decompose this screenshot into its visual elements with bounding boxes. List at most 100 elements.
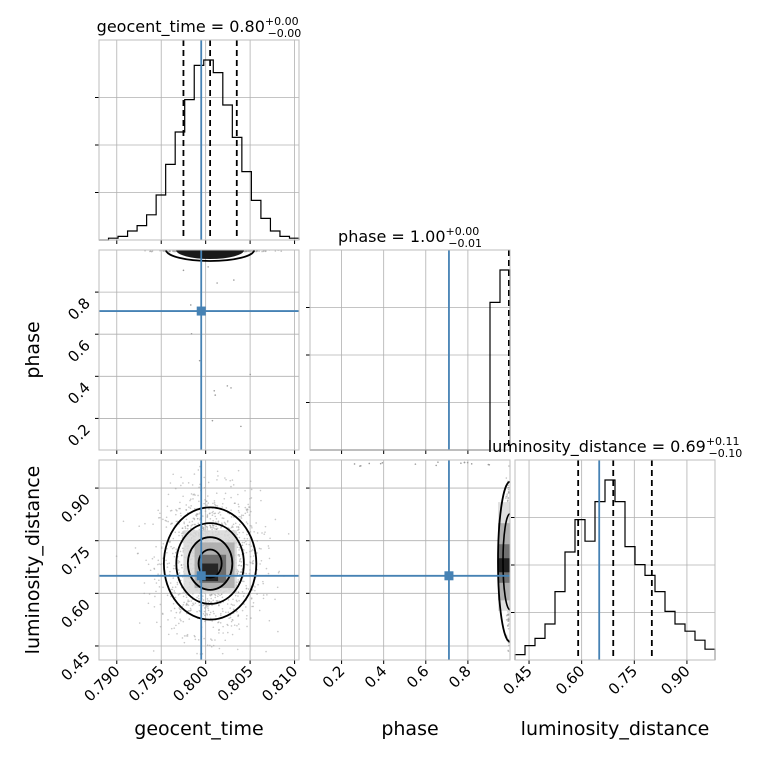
sample-point	[250, 510, 252, 513]
sample-point	[212, 626, 215, 629]
sample-point	[280, 250, 283, 253]
sample-point	[250, 597, 253, 600]
sample-point	[234, 594, 237, 597]
sample-point	[212, 526, 215, 529]
sample-point	[197, 522, 200, 525]
sample-point	[181, 532, 183, 535]
sample-point	[183, 601, 185, 604]
sample-point	[230, 387, 232, 389]
sample-point	[217, 247, 219, 249]
sample-point	[379, 462, 382, 465]
sample-point	[224, 248, 226, 250]
sample-point	[214, 515, 217, 518]
sample-point	[208, 248, 210, 250]
sample-point	[211, 528, 213, 531]
sample-point	[167, 619, 169, 621]
sample-point	[160, 547, 163, 550]
sample-point	[170, 610, 172, 612]
sample-point	[218, 632, 220, 634]
sample-point	[155, 582, 158, 584]
sample-point	[245, 508, 248, 511]
x-tick-label: 0.790	[81, 662, 124, 705]
sample-point	[185, 604, 188, 606]
sample-point	[287, 533, 290, 535]
sample-point	[212, 610, 215, 613]
sample-point	[249, 524, 252, 527]
sample-point	[237, 591, 240, 593]
sample-point	[260, 548, 262, 550]
sample-point	[264, 250, 267, 253]
sample-point	[143, 592, 146, 595]
sample-point	[246, 509, 249, 511]
sample-point	[207, 495, 209, 497]
sample-point	[238, 511, 241, 514]
sample-point	[154, 595, 156, 598]
sample-point	[215, 504, 217, 507]
sample-point	[242, 531, 244, 534]
sample-point	[158, 563, 160, 565]
sample-point	[466, 461, 469, 464]
sample-point	[115, 555, 118, 558]
sample-point	[507, 488, 510, 491]
sample-point	[193, 473, 196, 475]
sample-point	[239, 557, 242, 560]
sample-point	[143, 582, 146, 584]
sample-point	[243, 580, 245, 583]
sample-point	[178, 534, 180, 537]
sample-point	[202, 604, 205, 607]
sample-point	[262, 250, 265, 253]
sample-point	[186, 635, 189, 637]
sample-point	[507, 618, 509, 621]
sample-point	[151, 250, 154, 252]
sample-point	[206, 514, 209, 516]
sample-point	[157, 573, 159, 575]
sample-point	[255, 522, 257, 524]
sample-point	[258, 609, 261, 612]
sample-point	[262, 580, 264, 583]
sample-point	[206, 527, 209, 529]
sample-point	[244, 248, 246, 250]
sample-point	[238, 505, 240, 508]
truth-marker	[444, 571, 454, 581]
sample-point	[159, 516, 161, 519]
sample-point	[230, 625, 233, 627]
sample-point	[205, 604, 208, 607]
sample-point	[155, 545, 157, 548]
sample-point	[167, 493, 170, 496]
sample-point	[211, 523, 214, 526]
sample-point	[224, 639, 227, 642]
sample-point	[197, 248, 199, 250]
sample-point	[167, 633, 170, 636]
sample-point	[203, 476, 206, 479]
sample-point	[218, 647, 221, 650]
sample-point	[203, 614, 206, 617]
sample-point	[507, 490, 510, 493]
sample-point	[161, 546, 163, 548]
panel-title: geocent_time = 0.80+0.00 −0.00	[97, 15, 302, 40]
sample-point	[174, 591, 176, 594]
sample-point	[249, 550, 251, 553]
sample-point	[183, 635, 186, 637]
sample-point	[249, 555, 252, 558]
sample-point	[237, 493, 239, 496]
sample-point	[193, 508, 196, 510]
sample-point	[221, 652, 224, 655]
sample-point	[216, 470, 219, 473]
sample-point	[192, 493, 194, 496]
sample-point	[157, 509, 159, 512]
sample-point	[241, 544, 244, 547]
sample-point	[207, 502, 210, 504]
sample-point	[250, 497, 253, 499]
sample-point	[506, 614, 508, 616]
sample-point	[179, 610, 182, 613]
sample-point	[179, 593, 181, 595]
sample-point	[244, 506, 247, 509]
sample-point	[182, 603, 185, 606]
sample-point	[267, 572, 270, 575]
sample-point	[190, 505, 192, 507]
sample-point	[233, 279, 235, 281]
sample-point	[254, 589, 256, 592]
sample-point	[169, 540, 172, 543]
sample-point	[254, 586, 256, 588]
sample-point	[261, 532, 263, 534]
